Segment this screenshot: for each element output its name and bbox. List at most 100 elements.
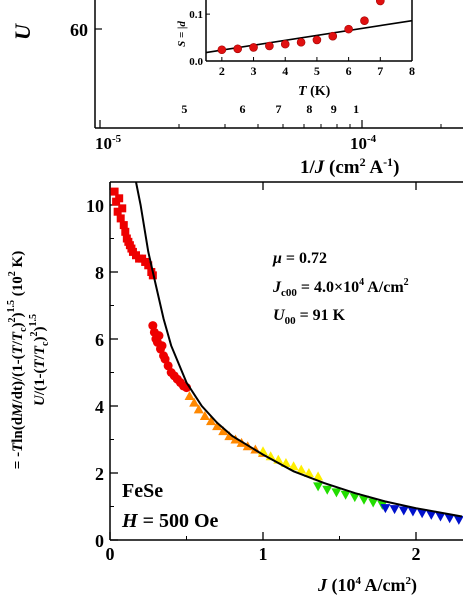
inset-points xyxy=(217,0,385,55)
bottom-x-ticks: 0 1 2 xyxy=(106,182,421,564)
bottom-data-point xyxy=(113,207,122,216)
bottom-data-point xyxy=(322,485,333,495)
bottom-data-point xyxy=(296,464,307,474)
inset-y-ticks: 0.0 0.1 xyxy=(189,9,210,68)
bottom-data-point xyxy=(119,221,128,230)
bottom-y-ticks: 0 2 4 6 8 10 xyxy=(86,196,118,551)
annotation-mu: μ = 0.72 xyxy=(272,250,327,267)
top-x-minor-ticks xyxy=(178,124,442,128)
bottom-fit-curve xyxy=(135,181,463,518)
inset-y-tick-label: 0.0 xyxy=(189,56,203,68)
bottom-series xyxy=(110,187,463,525)
top-y-label-fragment: U xyxy=(10,23,35,40)
annotation-jc00: Jc00 = 4.0×104 A/cm2 xyxy=(272,277,409,299)
bottom-data-point xyxy=(349,493,360,503)
bottom-data-point xyxy=(116,214,125,223)
bottom-data-point xyxy=(118,204,127,213)
bottom-y-axis-title-line2: = -Tln(dM/dt)/(1-(T/Tc)2)1.5 (102 K) xyxy=(6,251,29,469)
bottom-data-point xyxy=(154,331,164,341)
inset-data-point xyxy=(344,24,353,34)
bottom-data-point xyxy=(368,498,379,508)
inset-y-tick-label: 0.1 xyxy=(189,9,203,21)
secondary-tick-label: 5 xyxy=(181,102,187,116)
annotation-field: H = 500 Oe xyxy=(121,510,219,532)
bottom-x-tick-label: 0 xyxy=(106,544,115,564)
bottom-data-point xyxy=(417,509,428,519)
inset-data-point xyxy=(328,31,338,41)
bottom-y-tick-label: 10 xyxy=(86,196,104,216)
bottom-data-point xyxy=(218,426,229,436)
bottom-data-point xyxy=(407,507,418,517)
bottom-y-axis-title-line1: U/(1-(T/Tc)2)1.5 xyxy=(28,314,51,406)
top-secondary-tick-labels: 5 6 7 8 9 1 xyxy=(181,102,359,116)
inset-data-point xyxy=(296,37,306,47)
inset-x-tick-label: 2 xyxy=(219,64,225,78)
bottom-data-point xyxy=(303,468,314,477)
bottom-data-point xyxy=(380,504,391,514)
bottom-data-point xyxy=(340,490,351,500)
bottom-y-tick-label: 6 xyxy=(95,330,104,350)
inset-data-point xyxy=(312,35,322,45)
top-y-tick-label: 60 xyxy=(70,20,88,40)
inset-data-point xyxy=(280,39,290,49)
bottom-data-point xyxy=(193,404,204,414)
bottom-data-point xyxy=(426,510,437,520)
bottom-data-point xyxy=(148,321,158,331)
bottom-data-point xyxy=(189,397,200,407)
bottom-data-point xyxy=(313,471,324,481)
secondary-tick-label: 7 xyxy=(275,102,281,116)
bottom-data-point xyxy=(389,505,400,515)
annotation-u00: U00 = 91 K xyxy=(273,307,346,327)
secondary-tick-label: 9 xyxy=(331,102,337,116)
secondary-tick-label: 6 xyxy=(240,102,246,116)
inset-x-tick-label: 8 xyxy=(409,64,415,78)
inset-x-axis-title: T (K) xyxy=(298,84,331,99)
bottom-data-point xyxy=(199,411,210,421)
bottom-data-point xyxy=(224,431,235,441)
bottom-data-point xyxy=(313,482,324,492)
bottom-data-point xyxy=(121,227,130,236)
inset-panel: S = |d 0.0 0.1 2 3 4 5 6 7 8 T (K) xyxy=(168,0,415,99)
bottom-data-point xyxy=(358,495,369,505)
bottom-data-point xyxy=(160,354,170,364)
bottom-data-point xyxy=(212,421,223,431)
bottom-data-point xyxy=(110,187,119,196)
inset-x-tick-label: 4 xyxy=(282,64,288,78)
bottom-data-point xyxy=(157,341,167,351)
inset-x-tick-label: 3 xyxy=(251,64,257,78)
bottom-data-point xyxy=(115,194,124,203)
top-x-axis-title: 1/J (cm2 A-1) xyxy=(300,155,399,178)
inset-y-label-fragment: S = |d xyxy=(176,21,188,47)
bottom-data-point xyxy=(184,390,195,400)
bottom-y-tick-label: 8 xyxy=(95,263,104,283)
inset-data-point xyxy=(249,43,258,52)
bottom-x-tick-label: 2 xyxy=(412,544,421,564)
secondary-tick-label: 8 xyxy=(306,102,312,116)
bottom-data-point xyxy=(144,261,153,270)
secondary-tick-label: 1 xyxy=(353,102,359,116)
inset-data-point xyxy=(376,0,385,6)
inset-x-tick-label: 6 xyxy=(346,64,352,78)
inset-data-point xyxy=(360,16,369,25)
bottom-data-point xyxy=(444,514,455,524)
inset-data-point xyxy=(217,45,227,55)
inset-data-point xyxy=(265,41,274,51)
bottom-data-point xyxy=(288,461,299,471)
bottom-data-point xyxy=(453,515,463,525)
bottom-y-tick-label: 0 xyxy=(95,531,104,551)
bottom-x-tick-label: 1 xyxy=(259,544,268,564)
inset-x-tick-label: 7 xyxy=(377,64,383,78)
bottom-y-tick-label: 2 xyxy=(95,464,104,484)
bottom-x-axis-title: J (104 A/cm2) xyxy=(317,575,417,596)
inset-x-tick-label: 5 xyxy=(314,64,320,78)
annotation-sample: FeSe xyxy=(122,480,163,502)
bottom-data-point xyxy=(205,416,216,426)
inset-data-point xyxy=(233,44,242,54)
bottom-data-point xyxy=(435,512,446,522)
top-x-tick-label-1e-5: 10-5 xyxy=(95,133,122,153)
top-x-tick-label-1e-4: 10-4 xyxy=(350,133,377,153)
bottom-data-point xyxy=(331,488,342,498)
bottom-data-point xyxy=(398,506,409,516)
